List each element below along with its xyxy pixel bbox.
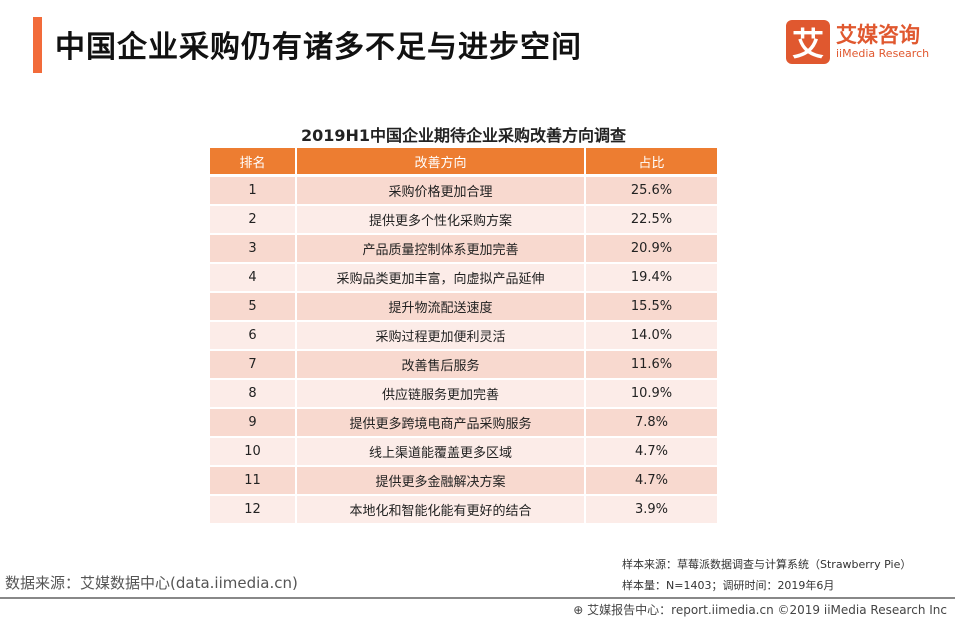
share-cell: 19.4% xyxy=(585,263,717,293)
rank-cell: 11 xyxy=(210,466,297,496)
direction-cell: 产品质量控制体系更加完善 xyxy=(296,234,586,264)
rank-cell: 4 xyxy=(210,263,297,293)
page-title: 中国企业采购仍有诸多不足与进步空间 xyxy=(55,30,582,65)
logo-mark: 艾 xyxy=(786,20,830,64)
table-row: 11 提供更多金融解决方案 4.7% xyxy=(210,466,717,496)
rank-cell: 3 xyxy=(210,234,297,264)
sample-size: 样本量：N=1403；调研时间：2019年6月 xyxy=(622,579,835,592)
direction-cell: 提供更多金融解决方案 xyxy=(296,466,586,496)
copyright-text: 艾媒报告中心：report.iimedia.cn ©2019 iiMedia R… xyxy=(587,603,947,617)
table-row: 1 采购价格更加合理 25.6% xyxy=(210,175,717,206)
direction-cell: 提供更多跨境电商产品采购服务 xyxy=(296,408,586,438)
logo: 艾 艾媒咨询 iiMedia Research xyxy=(786,20,929,64)
rank-cell: 6 xyxy=(210,321,297,351)
table-row: 8 供应链服务更加完善 10.9% xyxy=(210,379,717,409)
share-cell: 15.5% xyxy=(585,292,717,322)
globe-icon: ⊕ xyxy=(573,603,584,617)
data-source: 数据来源：艾媒数据中心(data.iimedia.cn) xyxy=(5,574,298,592)
table-row: 5 提升物流配送速度 15.5% xyxy=(210,292,717,322)
table-row: 4 采购品类更加丰富，向虚拟产品延伸 19.4% xyxy=(210,263,717,293)
direction-cell: 供应链服务更加完善 xyxy=(296,379,586,409)
rank-cell: 8 xyxy=(210,379,297,409)
direction-cell: 采购价格更加合理 xyxy=(296,175,586,206)
share-cell: 11.6% xyxy=(585,350,717,380)
column-header: 改善方向 xyxy=(296,148,586,177)
direction-cell: 改善售后服务 xyxy=(296,350,586,380)
column-header: 排名 xyxy=(210,148,297,177)
share-cell: 25.6% xyxy=(585,175,717,206)
title-accent-bar xyxy=(33,17,42,73)
rank-cell: 7 xyxy=(210,350,297,380)
share-cell: 3.9% xyxy=(585,495,717,525)
share-cell: 22.5% xyxy=(585,205,717,235)
rank-cell: 5 xyxy=(210,292,297,322)
share-cell: 7.8% xyxy=(585,408,717,438)
share-cell: 10.9% xyxy=(585,379,717,409)
direction-cell: 线上渠道能覆盖更多区域 xyxy=(296,437,586,467)
direction-cell: 采购品类更加丰富，向虚拟产品延伸 xyxy=(296,263,586,293)
survey-table: 排名 改善方向 占比 1 采购价格更加合理 25.6% 2 提供更多个性化采购方案 22.… xyxy=(210,148,717,525)
copyright: ⊕ 艾媒报告中心：report.iimedia.cn ©2019 iiMedia… xyxy=(573,601,947,618)
table-row: 9 提供更多跨境电商产品采购服务 7.8% xyxy=(210,408,717,438)
table-row: 7 改善售后服务 11.6% xyxy=(210,350,717,380)
table-title: 2019H1中国企业期待企业采购改善方向调查 xyxy=(300,126,627,145)
share-cell: 20.9% xyxy=(585,234,717,264)
logo-en: iiMedia Research xyxy=(836,47,930,60)
sample-source: 样本来源：草莓派数据调查与计算系统（Strawberry Pie） xyxy=(622,558,912,571)
direction-cell: 采购过程更加便利灵活 xyxy=(296,321,586,351)
rank-cell: 9 xyxy=(210,408,297,438)
logo-cn: 艾媒咨询 xyxy=(836,23,920,47)
direction-cell: 提供更多个性化采购方案 xyxy=(296,205,586,235)
rank-cell: 1 xyxy=(210,175,297,206)
direction-cell: 提升物流配送速度 xyxy=(296,292,586,322)
direction-cell: 本地化和智能化能有更好的结合 xyxy=(296,495,586,525)
table-row: 12 本地化和智能化能有更好的结合 3.9% xyxy=(210,495,717,525)
share-cell: 4.7% xyxy=(585,437,717,467)
table-row: 10 线上渠道能覆盖更多区域 4.7% xyxy=(210,437,717,467)
rank-cell: 2 xyxy=(210,205,297,235)
table-row: 3 产品质量控制体系更加完善 20.9% xyxy=(210,234,717,264)
share-cell: 4.7% xyxy=(585,466,717,496)
rank-cell: 12 xyxy=(210,495,297,525)
column-header: 占比 xyxy=(585,148,717,177)
share-cell: 14.0% xyxy=(585,321,717,351)
table-row: 6 采购过程更加便利灵活 14.0% xyxy=(210,321,717,351)
rank-cell: 10 xyxy=(210,437,297,467)
divider xyxy=(0,597,955,599)
table-row: 2 提供更多个性化采购方案 22.5% xyxy=(210,205,717,235)
